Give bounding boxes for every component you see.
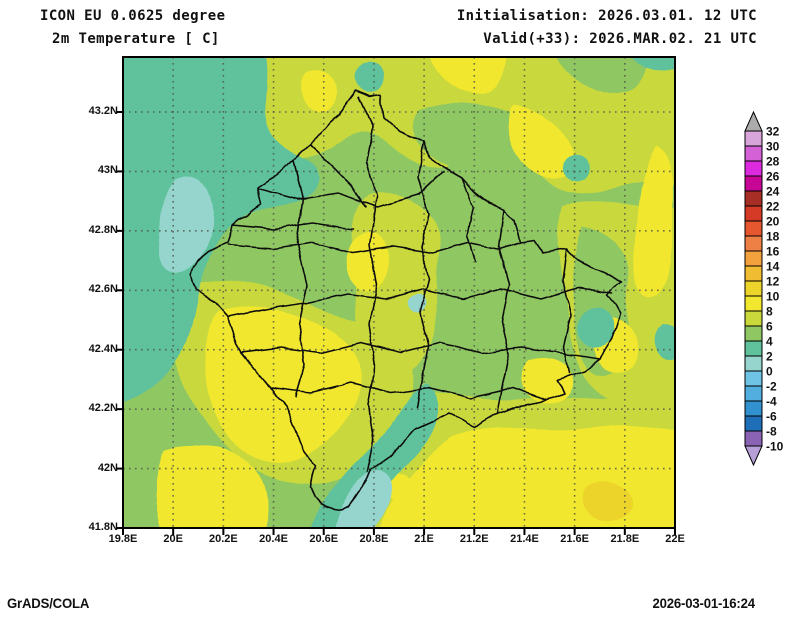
x-axis-label: 21E [414,533,434,545]
colorbar-label: 22 [766,200,780,214]
model-title: ICON EU 0.0625 degree [40,8,225,24]
colorbar-band [745,236,762,251]
colorbar-label: 18 [766,230,780,244]
colorbar-band [745,311,762,326]
colorbar-label: 24 [766,185,780,199]
temperature-colorbar: 32302826242220181614121086420-2-4-6-8-10 [740,108,798,473]
temperature-map [123,57,675,528]
x-axis-label: 21.2E [460,533,489,545]
colorbar-label: 10 [766,290,780,304]
x-axis-label: 20.8E [360,533,389,545]
colorbar-band [745,191,762,206]
colorbar-label: 8 [766,305,773,319]
colorbar-label: 12 [766,275,780,289]
colorbar-band [745,206,762,221]
colorbar-band [745,146,762,161]
colorbar-label: 4 [766,335,773,349]
colorbar-band [745,371,762,386]
colorbar-band [745,356,762,371]
y-axis-label: 42.2N [89,402,118,414]
colorbar-label: 6 [766,320,773,334]
colorbar-band [745,131,762,146]
y-axis-label: 42.6N [89,283,118,295]
x-axis-label: 20.2E [209,533,238,545]
colorbar-band [745,431,762,446]
init-time: Initialisation: 2026.03.01. 12 UTC [457,8,757,24]
colorbar-band [745,176,762,191]
colorbar-band [745,341,762,356]
y-axis-label: 43N [98,164,118,176]
x-axis-label: 21.8E [610,533,639,545]
colorbar-label: 26 [766,170,780,184]
y-axis-label: 41.8N [89,521,118,533]
colorbar-label: -6 [766,410,777,424]
x-axis-label: 21.6E [560,533,589,545]
grads-plot-page: ICON EU 0.0625 degree 2m Temperature [ C… [0,0,800,618]
parameter-title: 2m Temperature [ C] [52,31,220,47]
colorbar-band [745,281,762,296]
colorbar-label: 28 [766,155,780,169]
colorbar-label: -10 [766,440,784,454]
colorbar-label: -8 [766,425,777,439]
y-axis-labels: 43.2N43N42.8N42.6N42.4N42.2N42N41.8N [58,57,118,528]
colorbar-band [745,296,762,311]
colorbar-label: -4 [766,395,777,409]
creation-timestamp: 2026-03-01-16:24 [653,595,755,611]
colorbar-label: 0 [766,365,773,379]
grads-credit: GrADS/COLA [7,595,89,611]
colorbar-band [745,161,762,176]
y-axis-label: 42.8N [89,224,118,236]
colorbar-band [745,401,762,416]
y-axis-label: 42.4N [89,343,118,355]
x-axis-label: 22E [665,533,685,545]
x-axis-label: 20E [163,533,183,545]
y-axis-label: 43.2N [89,105,118,117]
colorbar-band [745,266,762,281]
x-axis-label: 20.4E [259,533,288,545]
x-axis-label: 20.6E [309,533,338,545]
colorbar-band [745,326,762,341]
colorbar-label: 16 [766,245,780,259]
colorbar-arrow-bottom [745,446,762,465]
colorbar-band [745,221,762,236]
colorbar-band [745,386,762,401]
colorbar-label: 30 [766,140,780,154]
colorbar-label: 20 [766,215,780,229]
x-axis-label: 21.4E [510,533,539,545]
colorbar-label: -2 [766,380,777,394]
valid-time: Valid(+33): 2026.MAR.02. 21 UTC [483,31,757,47]
colorbar-arrow-top [745,112,762,131]
colorbar-band [745,416,762,431]
y-axis-label: 42N [98,462,118,474]
colorbar-label: 2 [766,350,773,364]
colorbar-label: 32 [766,125,780,139]
colorbar-band [745,251,762,266]
x-axis-labels: 19.8E20E20.2E20.4E20.6E20.8E21E21.2E21.4… [123,533,675,549]
x-axis-label: 19.8E [109,533,138,545]
colorbar-label: 14 [766,260,780,274]
